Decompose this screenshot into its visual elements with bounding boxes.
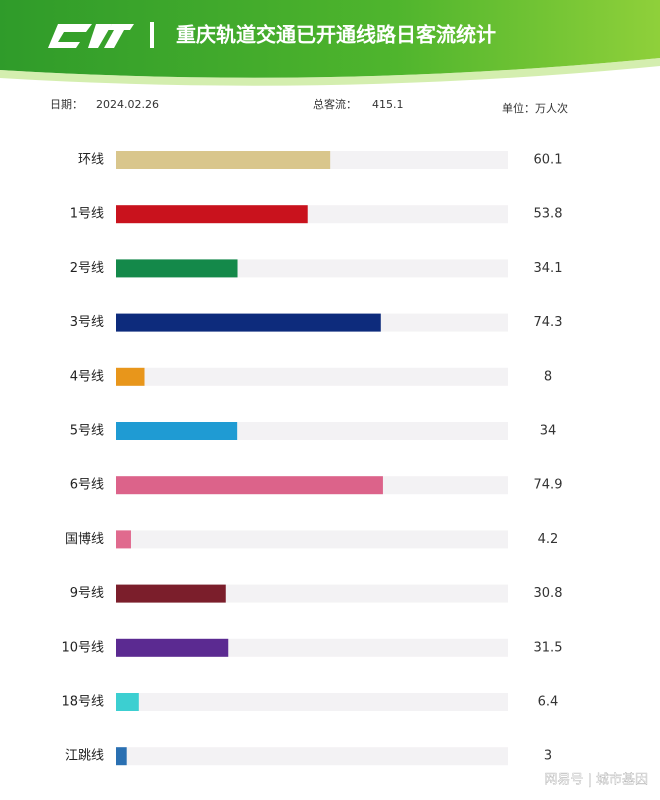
category-label: 2号线 — [70, 261, 104, 276]
total: 415.1 — [372, 98, 404, 111]
total-label: 总客流： — [313, 97, 357, 111]
value-label: 74.9 — [534, 478, 563, 493]
bar — [116, 422, 238, 440]
bar-track — [116, 747, 508, 766]
header-edge — [0, 58, 660, 86]
category-label: 18号线 — [61, 695, 104, 710]
category-label: 国博线 — [65, 532, 104, 547]
value-label: 60.1 — [534, 153, 563, 168]
bar — [116, 638, 229, 657]
category-label: 4号线 — [70, 369, 104, 384]
category-label: 江跳线 — [65, 749, 104, 764]
watermark: 网易号 | 城市基因 — [544, 772, 648, 788]
category-label: 9号线 — [70, 586, 104, 601]
category-label: 5号线 — [70, 424, 104, 439]
category-label: 6号线 — [70, 478, 104, 493]
value-label: 8 — [544, 369, 552, 384]
logo — [48, 24, 134, 48]
value-label: 74.3 — [534, 315, 563, 330]
bar-track — [116, 530, 508, 549]
category-label: 10号线 — [61, 640, 104, 655]
bar-track — [116, 367, 508, 386]
value-label: 4.2 — [538, 532, 559, 547]
value-label: 6.4 — [538, 695, 559, 710]
value-label: 30.8 — [534, 586, 563, 601]
bar — [116, 530, 131, 549]
bar — [116, 151, 331, 169]
value-label: 34 — [540, 424, 557, 439]
chart-title: 重庆轨道交通已开通线路日客流统计 — [176, 23, 496, 47]
bar — [116, 205, 308, 224]
category-label: 1号线 — [70, 207, 104, 222]
unit: 单位：万人次 — [502, 101, 568, 115]
value-label: 31.5 — [534, 640, 563, 655]
bar — [116, 693, 139, 711]
bar — [116, 313, 381, 332]
bar — [116, 259, 238, 278]
category-label: 环线 — [78, 153, 104, 168]
divider — [150, 22, 154, 48]
bar-track — [116, 693, 508, 711]
header-banner — [0, 0, 660, 78]
date-label: 日期： — [50, 98, 83, 111]
bar — [116, 476, 383, 495]
value-label: 3 — [544, 749, 552, 764]
date: 2024.02.26 — [96, 98, 159, 111]
bar — [116, 747, 127, 766]
value-label: 53.8 — [534, 207, 563, 222]
category-label: 3号线 — [70, 315, 104, 330]
bar — [116, 367, 145, 386]
value-label: 34.1 — [534, 261, 563, 276]
bar — [116, 584, 226, 603]
